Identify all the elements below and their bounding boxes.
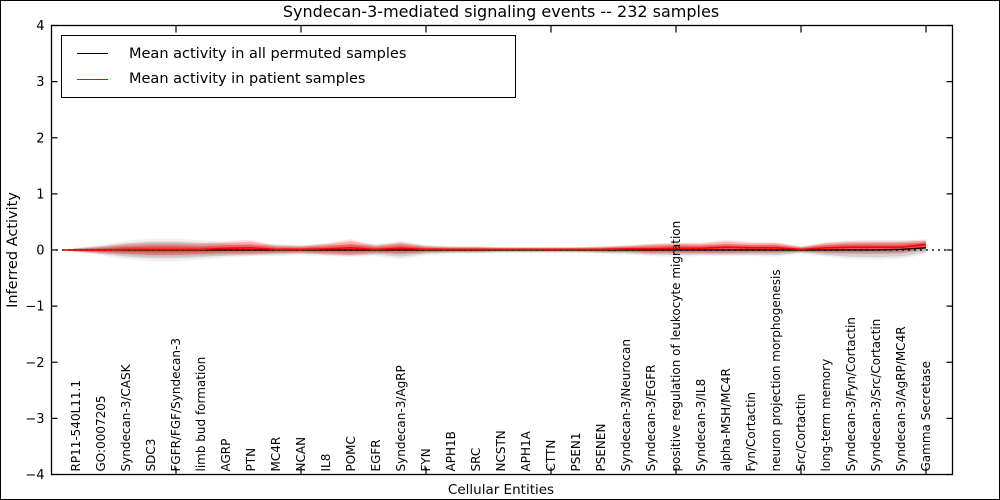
x-category-label: APH1A	[519, 430, 533, 471]
x-category-label: Syndecan-3/Neurocan	[619, 339, 633, 471]
y-tick-label: −4	[25, 468, 44, 483]
x-category-label: long-term memory	[819, 359, 833, 472]
x-category-label: Syndecan-3/EGFR	[644, 364, 658, 471]
x-category-label: SDC3	[144, 439, 158, 472]
x-category-label: IL8	[319, 454, 333, 472]
y-tick-label: 3	[36, 75, 44, 90]
x-category-label: positive regulation of leukocyte migrati…	[669, 221, 683, 472]
band-patient-activity-range	[64, 239, 926, 257]
y-tick-label: 1	[36, 187, 44, 202]
x-category-label: Syndecan-3/Fyn/Cortactin	[844, 317, 858, 471]
x-category-label: Syndecan-3/AgRP	[394, 365, 408, 471]
x-category-label: FGFR/FGF/Syndecan-3	[169, 338, 183, 471]
x-category-label: RP11-540L11.1	[69, 380, 83, 471]
x-category-label: PSEN1	[569, 432, 583, 471]
x-category-label: Syndecan-3/Src/Cortactin	[869, 319, 883, 472]
x-category-label: Fyn/Cortactin	[744, 392, 758, 472]
x-category-label: NCSTN	[494, 430, 508, 471]
x-category-label: POMC	[344, 436, 358, 471]
legend-line-sample-permuted	[77, 53, 108, 55]
chart-title: Syndecan-3-mediated signaling events -- …	[282, 2, 720, 21]
x-category-label: Syndecan-3/IL8	[694, 379, 708, 472]
y-tick-label: −1	[25, 300, 44, 315]
x-category-label: alpha-MSH/MC4R	[719, 368, 733, 471]
x-category-label: limb bud formation	[194, 357, 208, 472]
y-tick-label: −3	[25, 412, 44, 427]
x-category-label: GO:0007205	[94, 395, 108, 471]
x-category-label: Src/Cortactin	[794, 394, 808, 472]
x-category-label: AGRP	[219, 439, 233, 472]
legend-line-sample-patient	[77, 78, 108, 80]
legend-item-patient: Mean activity in patient samples	[77, 71, 515, 87]
legend-label-patient: Mean activity in patient samples	[129, 71, 366, 88]
x-category-label: Syndecan-3/AgRP/MC4R	[894, 326, 908, 471]
y-tick-label: 0	[36, 244, 44, 259]
mean-line-patient	[64, 243, 927, 251]
x-category-label: MC4R	[269, 437, 283, 472]
x-category-label: PTN	[244, 448, 258, 472]
x-category-label: PSENEN	[594, 424, 608, 472]
x-category-label: neuron projection morphogenesis	[769, 269, 783, 471]
x-category-label: Gamma Secretase	[919, 361, 933, 472]
x-category-label: Syndecan-3/CASK	[119, 363, 133, 471]
x-axis-label: Cellular Entities	[447, 482, 555, 498]
legend: Mean activity in all permuted samples Me…	[61, 35, 516, 98]
y-tick-label: −2	[25, 356, 44, 371]
plot-border	[50, 24, 954, 476]
y-tick-label: 2	[36, 131, 44, 146]
x-category-label: CTTN	[544, 440, 558, 472]
x-category-label: FYN	[419, 448, 433, 471]
band-patient-activity-range	[64, 240, 926, 256]
y-tick-label: 4	[36, 19, 44, 34]
x-category-label: EGFR	[369, 439, 383, 471]
legend-item-permuted: Mean activity in all permuted samples	[77, 46, 515, 62]
x-category-label: SRC	[469, 448, 483, 472]
x-category-label: NCAN	[294, 437, 308, 472]
legend-label-permuted: Mean activity in all permuted samples	[129, 45, 407, 62]
x-category-label: APH1B	[444, 431, 458, 471]
